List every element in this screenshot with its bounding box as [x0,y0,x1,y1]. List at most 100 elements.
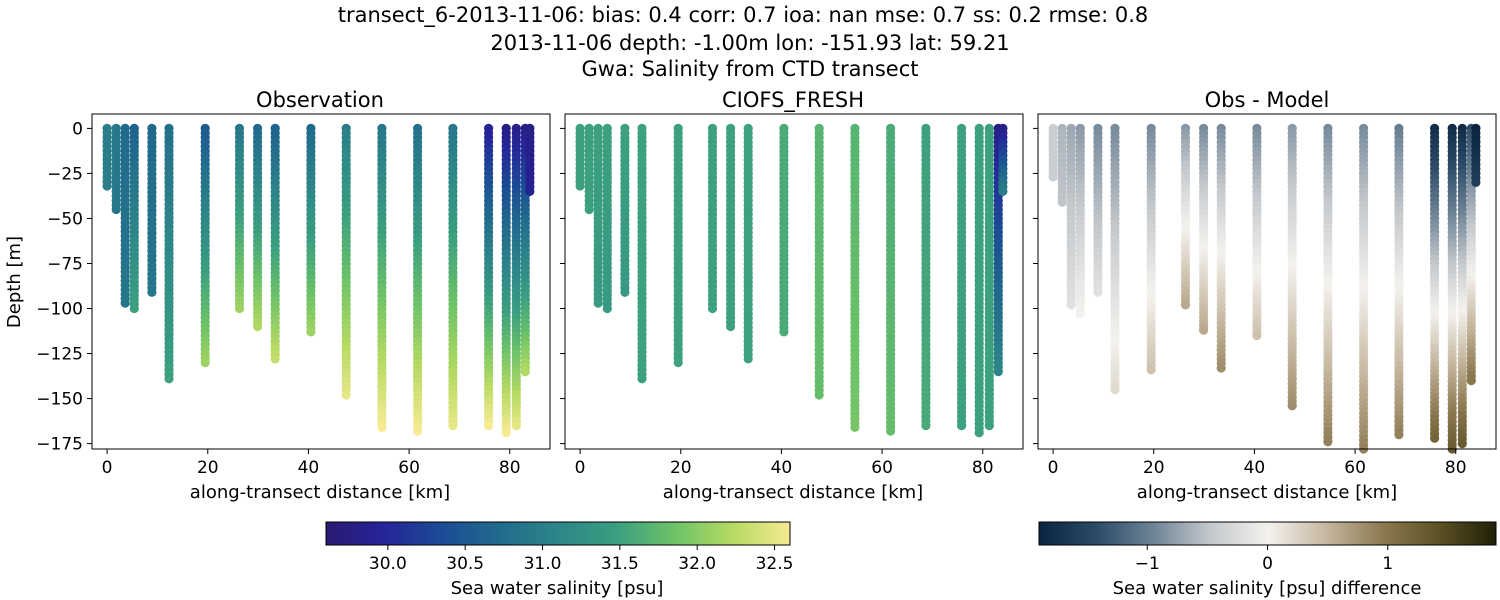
data-point [998,186,1008,196]
axes-frame-observation [91,113,551,450]
x-axis-label-observation: along-transect distance [km] [190,482,450,503]
data-point [984,421,994,431]
data-point [1146,365,1156,375]
profile-2 [120,123,130,308]
colorbar-salinity-bar [325,521,791,546]
profile-1 [111,123,121,215]
data-point [1430,433,1440,443]
profile-17 [511,123,521,431]
data-point [993,367,1003,377]
suptitle-line-2: 2013-11-06 depth: -1.00m lon: -151.93 la… [490,31,1009,55]
profile-2 [1066,123,1076,310]
profile-16 [1447,123,1457,454]
y-tick-label: 0 [72,119,83,139]
axes-frame-model [564,113,1024,450]
data-point [1093,287,1103,297]
data-point [501,428,511,438]
data-point [200,357,210,368]
data-point [413,426,423,436]
profile-0 [575,123,585,191]
profile-5 [164,123,174,384]
panel-title-model: CIOFS_FRESH [722,88,864,113]
data-point [234,303,245,314]
y-tick-label: −150 [36,390,83,410]
profile-13 [1359,123,1369,454]
x-tick-label: 80 [499,458,521,478]
x-tick-label: 20 [670,458,692,478]
colorbar-tick-label: 30.0 [369,554,407,574]
data-point [1471,177,1481,187]
data-point [814,390,824,400]
y-tick-label: −175 [36,435,83,455]
difference-profiles [1048,123,1481,454]
data-point [584,204,594,215]
profile-8 [726,123,736,332]
x-axis-label-difference: along-transect distance [km] [1137,482,1397,503]
data-point [525,186,535,196]
panel-difference: Obs - Model 0 20 40 60 80 along-transect dis… [1033,88,1497,503]
profile-13 [413,123,423,436]
colorbar-salinity-label: Sea water salinity [psu] [451,578,664,599]
panel-observation: Observation 0 20 40 60 80 0 −25 −50 −75 −100 −125… [4,88,551,503]
profile-10 [779,123,789,337]
x-tick-label: 40 [771,458,793,478]
profile-3 [129,123,139,314]
profile-18 [1466,123,1476,386]
profile-17 [1457,123,1467,449]
data-point [602,303,612,314]
profile-19 [525,123,535,196]
colorbar-tick-label: −1 [1135,554,1160,574]
profile-11 [1287,123,1297,411]
profile-0 [102,123,112,191]
data-point [707,303,718,314]
profile-11 [814,123,824,400]
data-point [341,390,351,400]
profile-8 [1199,123,1209,335]
profile-7 [1180,123,1191,310]
difference-y-ticks [1033,127,1038,445]
profile-5 [1110,123,1120,395]
data-point [448,421,458,431]
data-point [1252,330,1262,341]
colorbar-tick-label: 1 [1382,554,1393,574]
colorbar-difference: −1 0 1 Sea water salinity [psu] difference [1038,521,1497,599]
data-point [377,422,387,432]
profile-6 [673,123,683,368]
data-point [593,298,603,308]
data-point [921,421,931,431]
data-point [520,367,530,377]
data-point [270,354,280,364]
profile-13 [886,123,896,436]
data-point [102,181,112,191]
data-point [850,422,860,432]
x-tick-label: 80 [1445,458,1467,478]
profile-1 [584,123,594,215]
data-point [306,327,316,337]
profile-6 [1146,123,1156,375]
colorbar-difference-label: Sea water salinity [psu] difference [1113,578,1422,599]
colorbar-difference-bar [1038,521,1497,546]
data-point [1457,439,1467,449]
profile-0 [1048,123,1058,182]
colorbar-salinity-ticks: 30.0 30.5 31.0 31.5 32.0 32.5 [369,545,793,574]
suptitle-line-1: transect_6-2013-11-06: bias: 0.4 corr: 0… [338,3,1149,28]
y-tick-label: −125 [36,345,83,365]
x-tick-label: 20 [197,458,219,478]
profile-7 [234,123,245,314]
data-point [726,321,736,332]
profile-11 [341,123,351,400]
y-tick-label: −75 [47,254,83,274]
data-point [673,357,683,368]
panel-title-difference: Obs - Model [1205,88,1330,112]
profile-15 [484,123,494,431]
data-point [637,374,647,384]
x-tick-label: 0 [575,458,586,478]
data-point [1180,300,1191,310]
profile-19 [1471,123,1481,187]
profile-9 [270,123,280,364]
model-x-ticks: 0 20 40 60 80 [575,449,994,478]
profile-4 [620,123,630,297]
data-point [1466,376,1476,386]
profile-16 [974,123,984,438]
data-point [575,181,585,191]
